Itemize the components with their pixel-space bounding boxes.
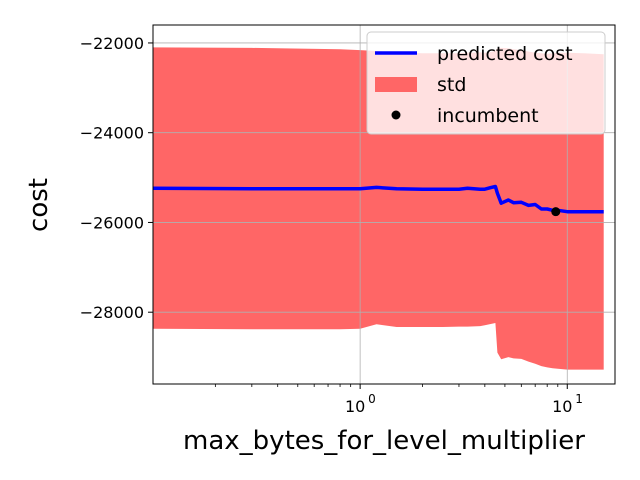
y-tick-label: −26000 bbox=[80, 213, 144, 232]
legend-label: predicted cost bbox=[437, 43, 573, 65]
x-tick-exponent: 1 bbox=[575, 392, 583, 406]
y-tick-label: −22000 bbox=[80, 34, 144, 53]
y-axis-label: cost bbox=[24, 178, 54, 232]
x-tick-exponent: 0 bbox=[368, 392, 376, 406]
x-axis-label: max_bytes_for_level_multiplier bbox=[183, 426, 585, 456]
incumbent-marker bbox=[551, 207, 561, 217]
legend-label: incumbent bbox=[437, 105, 539, 127]
y-tick-label: −24000 bbox=[80, 124, 144, 143]
legend: predicted cost std incumbent bbox=[366, 31, 606, 135]
legend-swatch-marker bbox=[391, 110, 401, 120]
y-tick-label: −28000 bbox=[80, 303, 144, 322]
plot-frame bbox=[152, 24, 616, 385]
legend-box bbox=[366, 31, 606, 135]
legend-swatch-patch bbox=[375, 77, 417, 92]
legend-label: std bbox=[437, 74, 466, 96]
x-tick-label: 10 bbox=[552, 397, 572, 416]
x-tick-label: 10 bbox=[345, 397, 365, 416]
predicted-cost-line bbox=[152, 184, 604, 214]
